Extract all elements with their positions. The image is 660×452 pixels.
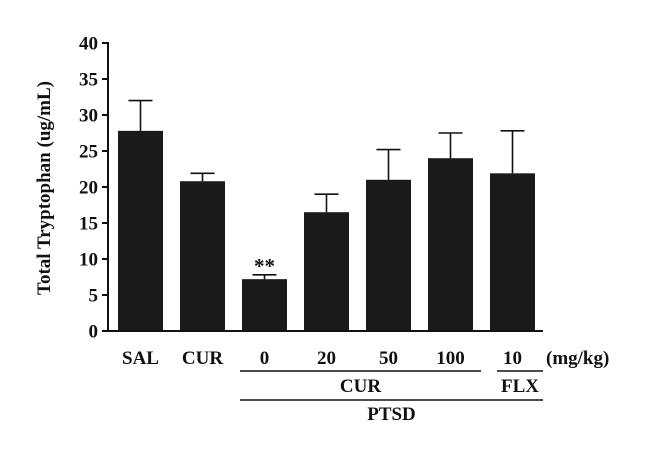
- y-axis-label: Total Tryptophan (ug/mL): [34, 81, 55, 295]
- category-label: 20: [317, 348, 336, 369]
- x-axis: SAL CUR 0 20 50 100 10 CUR FLX PTSD: [108, 330, 543, 425]
- significance-marker: **: [254, 254, 275, 278]
- y-tick-label: 40: [79, 34, 98, 55]
- group-label-ptsd: PTSD: [367, 404, 416, 425]
- category-label: 0: [260, 348, 270, 369]
- y-tick-label: 0: [89, 322, 99, 343]
- bar: [118, 130, 163, 331]
- category-label: 100: [436, 348, 465, 369]
- y-tick-label: 20: [79, 178, 98, 199]
- y-tick-label: 25: [79, 142, 98, 163]
- category-label: 50: [379, 348, 398, 369]
- bar: [366, 179, 411, 331]
- category-label: SAL: [122, 348, 159, 369]
- bar: [304, 212, 349, 331]
- group-label-flx: FLX: [501, 376, 539, 397]
- y-tick-label: 10: [79, 250, 98, 271]
- bars: **: [118, 99, 535, 331]
- y-tick-label: 5: [89, 286, 99, 307]
- bar: [180, 181, 225, 331]
- category-label: 10: [503, 348, 522, 369]
- bar: [428, 158, 473, 331]
- category-label: CUR: [182, 348, 223, 369]
- bar: [490, 173, 535, 331]
- unit-label: (mg/kg): [546, 348, 609, 369]
- y-tick-label: 30: [79, 106, 98, 127]
- y-tick-label: 35: [79, 70, 98, 91]
- group-label-cur: CUR: [340, 376, 381, 397]
- y-tick-label: 15: [79, 214, 98, 235]
- y-axis: 0 5 10 15 20 25 30 35 40: [79, 34, 109, 343]
- bar: [242, 279, 287, 331]
